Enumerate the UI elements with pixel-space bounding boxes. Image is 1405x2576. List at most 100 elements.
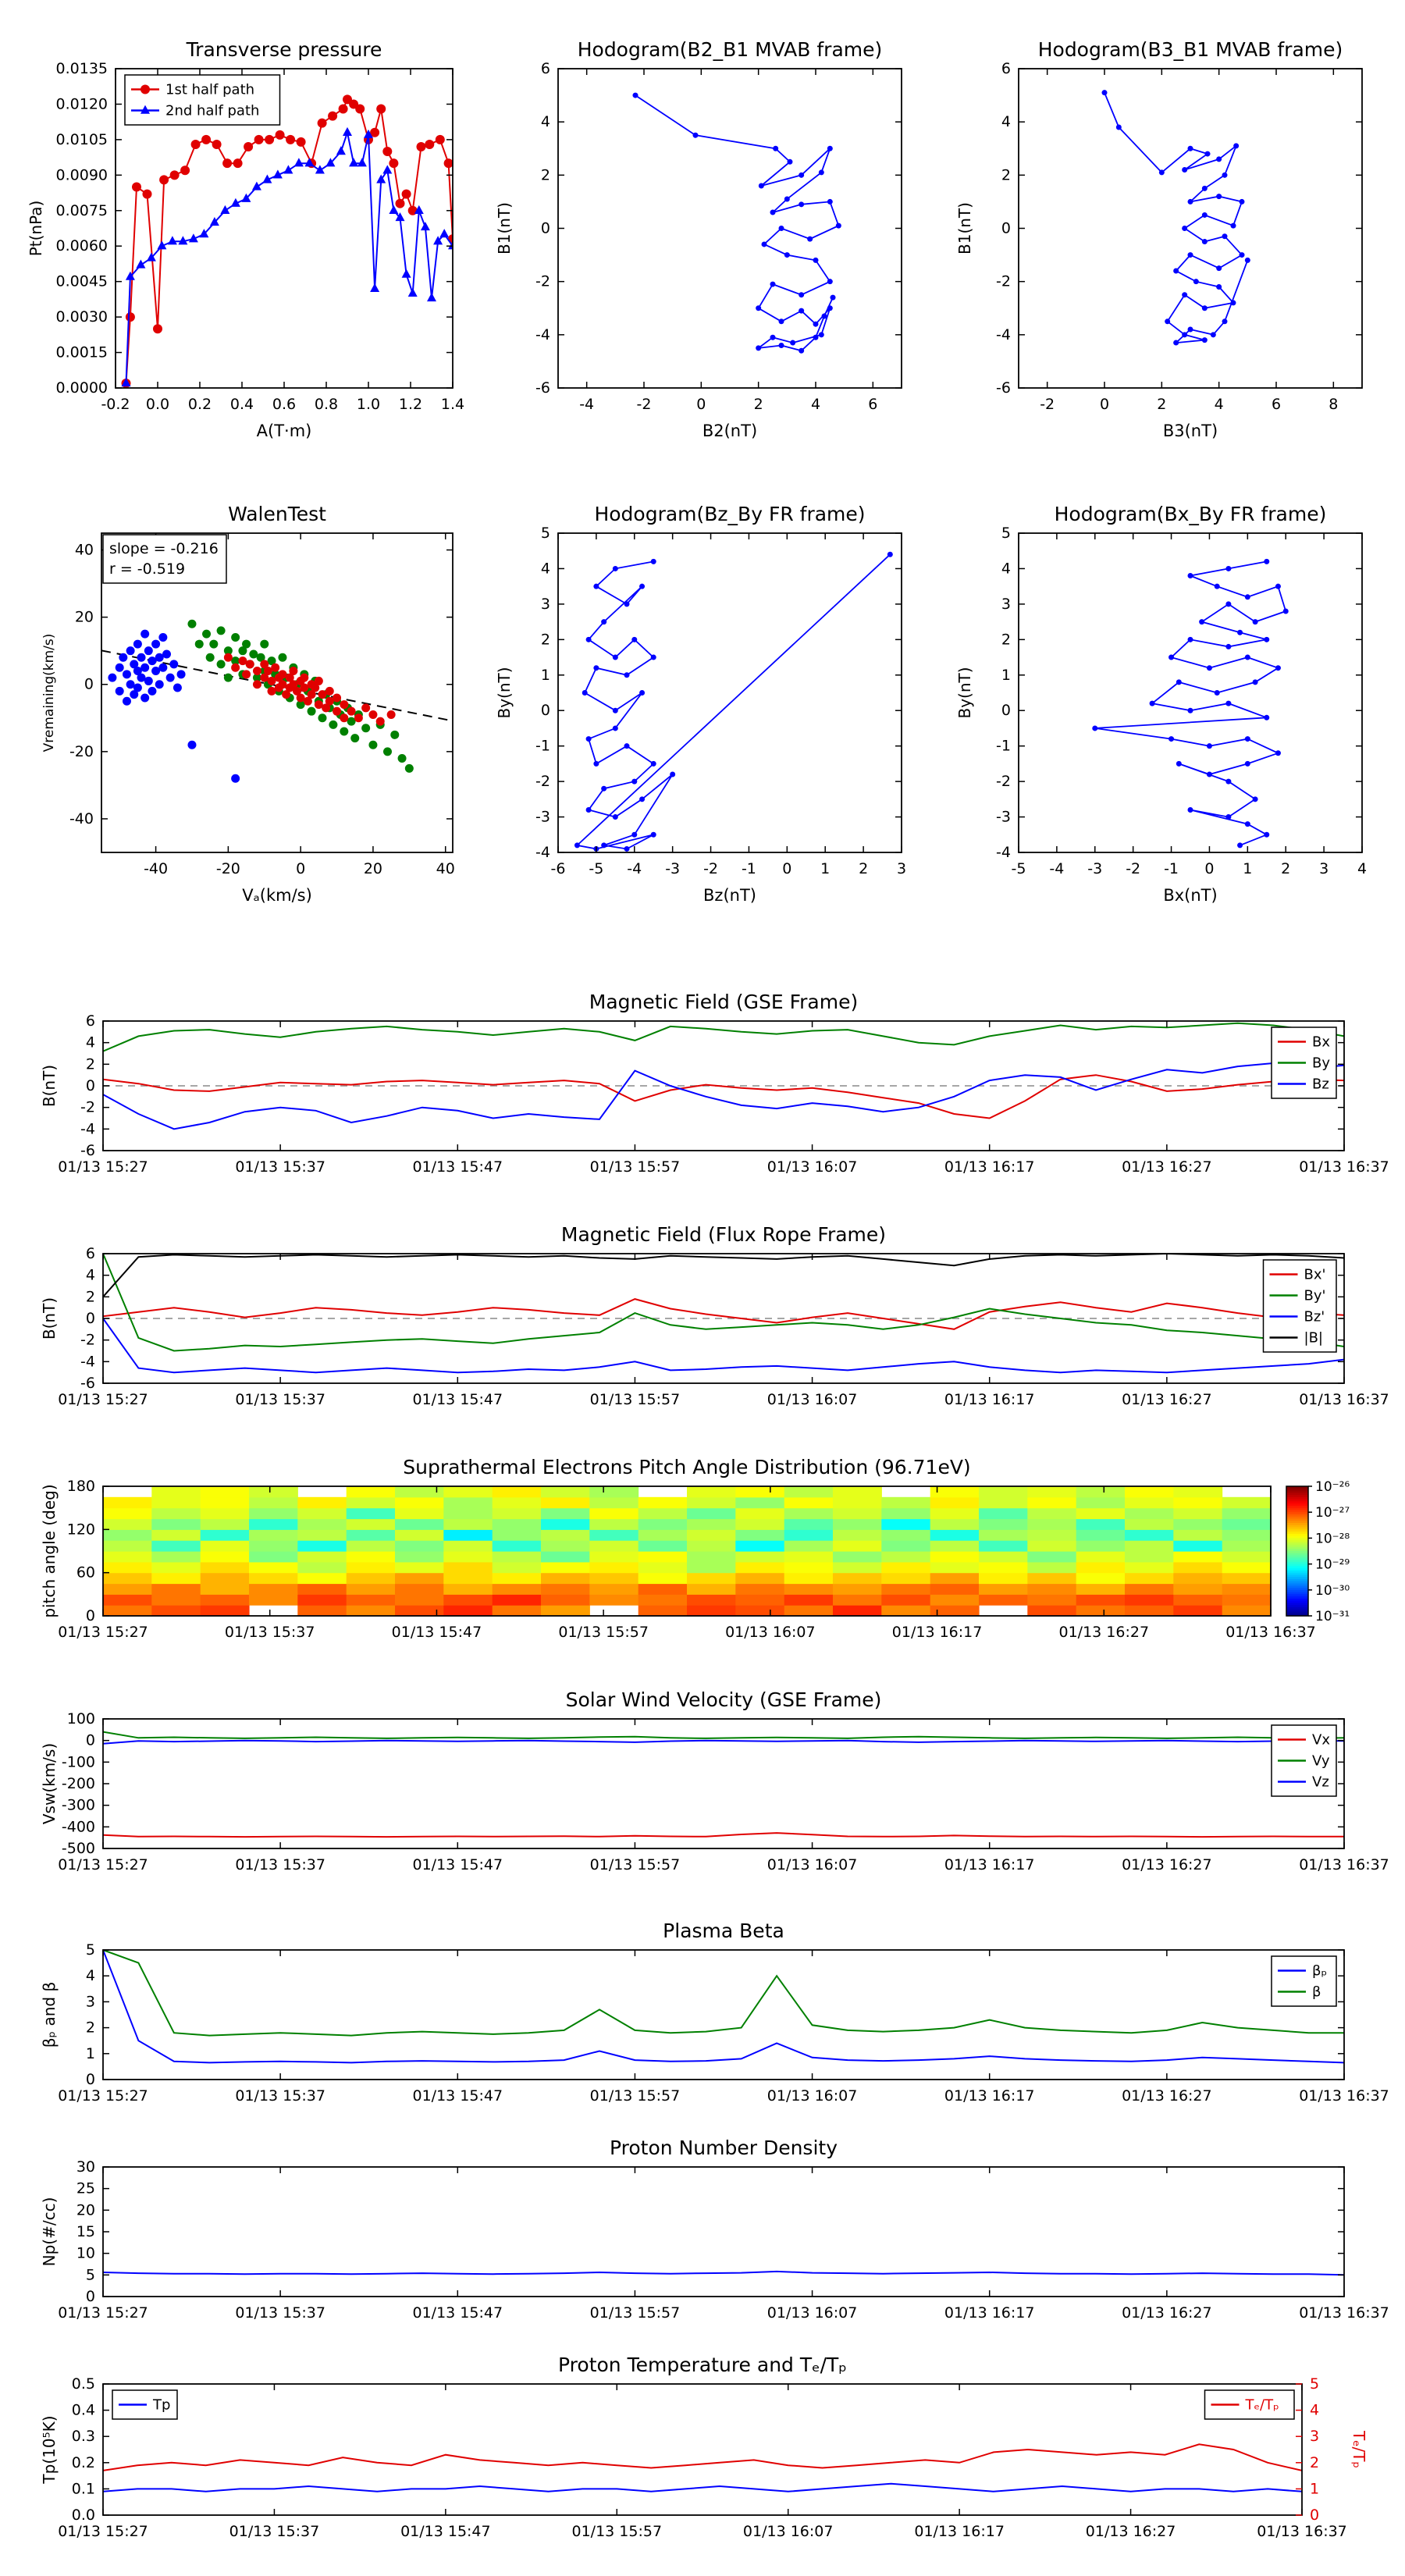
svg-text:0.3: 0.3 bbox=[72, 2428, 95, 2445]
svg-text:01/13 15:37: 01/13 15:37 bbox=[225, 1624, 315, 1641]
svg-text:-6: -6 bbox=[996, 379, 1011, 397]
svg-text:10⁻²⁸: 10⁻²⁸ bbox=[1315, 1531, 1350, 1546]
svg-text:Bz': Bz' bbox=[1304, 1309, 1325, 1325]
svg-text:4: 4 bbox=[86, 1034, 95, 1051]
svg-text:10⁻²⁶: 10⁻²⁶ bbox=[1315, 1479, 1350, 1495]
svg-text:Proton Temperature and Tₑ/Tₚ: Proton Temperature and Tₑ/Tₚ bbox=[558, 2354, 847, 2376]
svg-text:2: 2 bbox=[859, 860, 868, 877]
svg-text:01/13 16:37: 01/13 16:37 bbox=[1299, 2304, 1389, 2322]
svg-text:100: 100 bbox=[67, 1710, 95, 1727]
svg-text:-500: -500 bbox=[62, 1840, 95, 1857]
svg-text:0.0000: 0.0000 bbox=[56, 379, 108, 397]
svg-text:-2: -2 bbox=[80, 1099, 95, 1116]
svg-text:01/13 16:37: 01/13 16:37 bbox=[1299, 1391, 1389, 1408]
svg-text:4: 4 bbox=[811, 396, 820, 413]
svg-text:0: 0 bbox=[1100, 396, 1109, 413]
svg-text:0.0045: 0.0045 bbox=[56, 273, 108, 290]
svg-text:6: 6 bbox=[541, 60, 550, 77]
svg-text:01/13 16:17: 01/13 16:17 bbox=[892, 1624, 983, 1641]
svg-text:-2: -2 bbox=[1126, 860, 1140, 877]
svg-text:-0.2: -0.2 bbox=[101, 396, 130, 413]
svg-text:3: 3 bbox=[86, 1993, 95, 2010]
svg-text:-20: -20 bbox=[216, 860, 240, 877]
svg-text:0: 0 bbox=[1001, 220, 1011, 237]
svg-text:-3: -3 bbox=[665, 860, 680, 877]
svg-text:-2: -2 bbox=[996, 773, 1011, 790]
svg-text:Tp: Tp bbox=[152, 2397, 170, 2414]
svg-text:01/13 15:27: 01/13 15:27 bbox=[58, 2304, 148, 2322]
svg-text:01/13 15:47: 01/13 15:47 bbox=[413, 2087, 503, 2105]
svg-text:01/13 15:47: 01/13 15:47 bbox=[400, 2523, 491, 2540]
svg-text:0: 0 bbox=[86, 2288, 95, 2305]
svg-text:01/13 15:47: 01/13 15:47 bbox=[392, 1624, 482, 1641]
svg-text:-2: -2 bbox=[637, 396, 652, 413]
svg-text:1.4: 1.4 bbox=[441, 396, 464, 413]
svg-text:01/13 16:27: 01/13 16:27 bbox=[1122, 1856, 1212, 1873]
svg-text:4: 4 bbox=[1310, 2402, 1319, 2419]
svg-text:Magnetic Field (GSE Frame): Magnetic Field (GSE Frame) bbox=[589, 991, 858, 1013]
svg-text:01/13 16:07: 01/13 16:07 bbox=[725, 1624, 816, 1641]
svg-text:01/13 15:47: 01/13 15:47 bbox=[413, 2304, 503, 2322]
svg-text:10: 10 bbox=[76, 2245, 95, 2262]
svg-text:01/13 16:07: 01/13 16:07 bbox=[767, 1856, 858, 1873]
svg-text:0: 0 bbox=[86, 2071, 95, 2088]
svg-text:Solar Wind Velocity (GSE Frame: Solar Wind Velocity (GSE Frame) bbox=[566, 1688, 882, 1711]
svg-text:-3: -3 bbox=[1087, 860, 1102, 877]
svg-text:Hodogram(B2_B1 MVAB frame): Hodogram(B2_B1 MVAB frame) bbox=[578, 38, 883, 61]
svg-text:0.2: 0.2 bbox=[72, 2454, 95, 2471]
svg-text:5: 5 bbox=[541, 525, 550, 542]
svg-text:1: 1 bbox=[86, 2045, 95, 2062]
svg-text:-200: -200 bbox=[62, 1775, 95, 1792]
svg-text:01/13 15:27: 01/13 15:27 bbox=[58, 1856, 148, 1873]
svg-text:-4: -4 bbox=[80, 1120, 95, 1137]
svg-text:B2(nT): B2(nT) bbox=[702, 422, 757, 440]
svg-text:60: 60 bbox=[76, 1564, 95, 1582]
svg-text:-40: -40 bbox=[69, 810, 94, 827]
svg-text:-5: -5 bbox=[1012, 860, 1026, 877]
svg-text:B(nT): B(nT) bbox=[40, 1297, 59, 1340]
svg-text:40: 40 bbox=[436, 860, 455, 877]
svg-text:01/13 16:27: 01/13 16:27 bbox=[1059, 1624, 1150, 1641]
svg-text:Suprathermal Electrons Pitch A: Suprathermal Electrons Pitch Angle Distr… bbox=[403, 1456, 970, 1478]
pitch-angle-distribution-panel: 10⁻²⁶ 10⁻²⁷ 10⁻²⁸ 10⁻²⁹ 10⁻³⁰ 10⁻³¹ 01/13 15:2… bbox=[16, 1447, 1389, 1664]
svg-text:4: 4 bbox=[1357, 860, 1367, 877]
svg-text:-6: -6 bbox=[551, 860, 566, 877]
svg-text:5: 5 bbox=[86, 1941, 95, 1959]
svg-text:4: 4 bbox=[541, 113, 550, 130]
svg-text:WalenTest: WalenTest bbox=[228, 503, 326, 525]
svg-text:01/13 16:27: 01/13 16:27 bbox=[1122, 1391, 1212, 1408]
svg-text:Tₑ/Tₚ: Tₑ/Tₚ bbox=[1245, 2397, 1279, 2414]
svg-text:01/13 16:37: 01/13 16:37 bbox=[1225, 1624, 1316, 1641]
svg-text:Transverse pressure: Transverse pressure bbox=[186, 38, 382, 61]
svg-text:By: By bbox=[1312, 1055, 1330, 1072]
svg-text:-2: -2 bbox=[535, 773, 550, 790]
svg-text:20: 20 bbox=[76, 2201, 95, 2218]
svg-text:-4: -4 bbox=[996, 326, 1011, 343]
svg-text:By': By' bbox=[1304, 1288, 1326, 1304]
svg-text:slope = -0.216: slope = -0.216 bbox=[109, 540, 219, 557]
svg-text:B3(nT): B3(nT) bbox=[1163, 422, 1218, 440]
svg-text:0: 0 bbox=[296, 860, 305, 877]
svg-text:01/13 15:57: 01/13 15:57 bbox=[590, 1856, 681, 1873]
svg-text:B(nT): B(nT) bbox=[40, 1065, 59, 1107]
svg-text:Hodogram(Bx_By FR frame): Hodogram(Bx_By FR frame) bbox=[1055, 503, 1327, 525]
svg-text:0: 0 bbox=[1204, 860, 1214, 877]
svg-text:-300: -300 bbox=[62, 1797, 95, 1814]
svg-text:3: 3 bbox=[1001, 596, 1011, 613]
svg-text:Bz: Bz bbox=[1312, 1076, 1329, 1093]
svg-text:0.0105: 0.0105 bbox=[56, 131, 108, 148]
svg-text:B1(nT): B1(nT) bbox=[495, 202, 514, 254]
svg-text:0: 0 bbox=[86, 1607, 95, 1624]
svg-text:01/13 16:17: 01/13 16:17 bbox=[944, 1856, 1035, 1873]
svg-text:0.0135: 0.0135 bbox=[56, 60, 108, 77]
svg-text:01/13 15:37: 01/13 15:37 bbox=[235, 1158, 325, 1176]
svg-text:-2: -2 bbox=[996, 273, 1011, 290]
transverse-pressure-chart: -0.2 0.0 0.2 0.4 0.6 0.8 1.0 1.2 1.4 0.0000 0.0015… bbox=[23, 23, 476, 449]
svg-text:2: 2 bbox=[1310, 2454, 1319, 2471]
svg-text:2: 2 bbox=[754, 396, 763, 413]
svg-text:Bx: Bx bbox=[1312, 1034, 1330, 1051]
svg-text:2: 2 bbox=[1001, 166, 1011, 183]
svg-text:6: 6 bbox=[868, 396, 877, 413]
svg-text:0.8: 0.8 bbox=[315, 396, 338, 413]
svg-text:01/13 15:27: 01/13 15:27 bbox=[58, 2087, 148, 2105]
